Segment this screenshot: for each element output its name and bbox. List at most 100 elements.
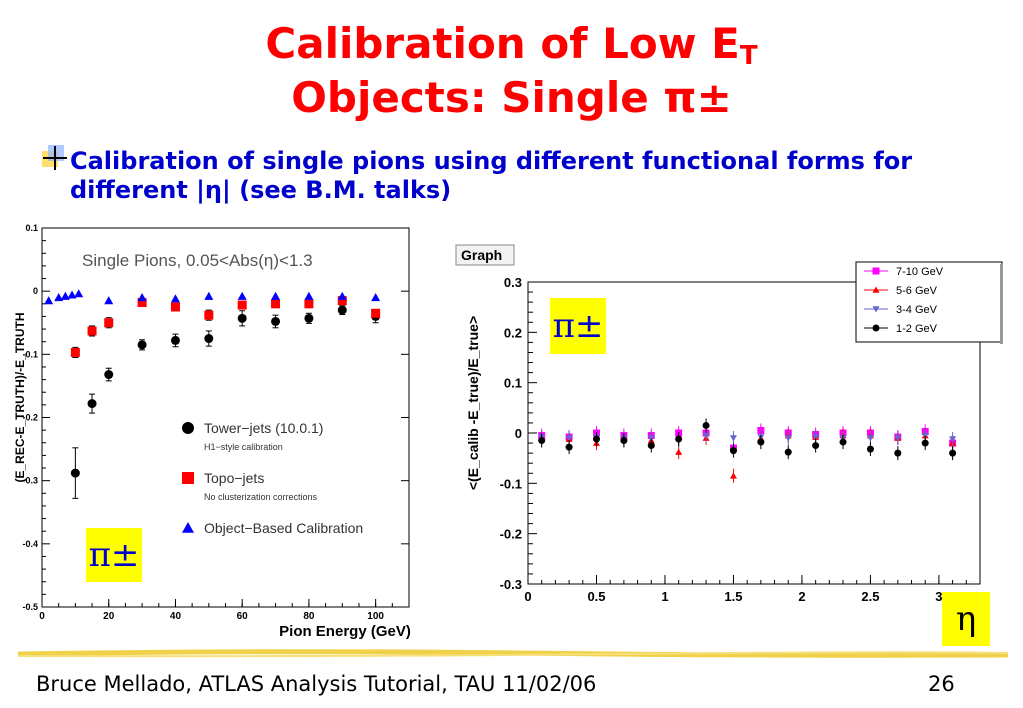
legend-label: 3-4 GeV: [896, 304, 938, 316]
y-tick-label: -0.3: [500, 577, 522, 592]
data-point: [620, 437, 628, 445]
chart-title: Single Pions, 0.05<Abs(η)<1.3: [82, 251, 313, 270]
data-point: [204, 334, 214, 344]
bullet-text: Calibration of single pions using differ…: [70, 147, 913, 204]
title-subscript: T: [739, 41, 758, 71]
x-tick-label: 1: [661, 589, 668, 604]
y-tick-label: -0.1: [500, 476, 522, 491]
data-point: [371, 292, 381, 302]
data-point: [67, 290, 77, 299]
data-point: [866, 445, 874, 453]
chart-left: 0.10-0.1-0.2-0.3-0.4-0.50 20 40 60 80 100Sing…: [13, 223, 411, 640]
data-point: [866, 435, 874, 442]
data-point: [337, 291, 347, 300]
legend-label: Tower−jets (10.0.1): [204, 420, 323, 436]
data-point: [337, 305, 347, 315]
data-point: [921, 432, 929, 440]
legend-label: 7-10 GeV: [896, 266, 944, 278]
data-point: [757, 438, 765, 446]
data-point: [812, 442, 820, 450]
data-point: [729, 472, 737, 479]
legend-marker: [182, 472, 194, 484]
y-axis-label: (E_REC-E_TRUTH)/-E_TRUTH: [13, 312, 27, 482]
data-point: [137, 292, 147, 302]
data-point: [647, 435, 655, 442]
x-tick-label: 2.5: [861, 589, 879, 604]
data-point: [949, 449, 957, 457]
data-point: [921, 439, 929, 447]
data-point: [104, 318, 114, 328]
data-point: [44, 296, 54, 305]
x-tick-label: 80: [303, 611, 315, 622]
data-point: [894, 449, 902, 457]
x-tick-label: 20: [103, 611, 115, 622]
y-tick-label: 0.2: [504, 325, 522, 340]
data-point: [784, 435, 792, 442]
legend-marker: [182, 522, 194, 533]
x-tick-label: 1.5: [724, 589, 742, 604]
data-point: [784, 448, 792, 456]
legend-marker: [872, 267, 880, 275]
data-point: [237, 300, 247, 310]
data-point: [237, 313, 247, 323]
legend-marker: [872, 306, 880, 313]
x-tick-label: 60: [237, 611, 249, 622]
legend-label: Object−Based Calibration: [204, 520, 363, 536]
y-tick-label: 0: [515, 426, 522, 441]
legend-marker: [182, 422, 194, 434]
pi-badge-left: π±: [86, 528, 142, 582]
y-axis-label: <(E_calib -E_true)/E_true>: [465, 316, 481, 490]
data-point: [304, 313, 314, 323]
slide-title-line2: Objects: Single π±: [291, 73, 732, 122]
pi-badge-right: π±: [550, 298, 606, 354]
data-point: [371, 308, 381, 318]
data-point: [812, 434, 820, 441]
x-tick-label: 0: [524, 589, 531, 604]
legend-note: No clusterization corrections: [204, 492, 318, 502]
data-point: [170, 302, 180, 312]
y-tick-label: 0.1: [25, 223, 38, 233]
data-point: [304, 299, 314, 309]
legend-note: H1−style calibration: [204, 442, 283, 452]
data-point: [894, 435, 902, 442]
legend-label: Topo−jets: [204, 470, 264, 486]
data-point: [675, 435, 683, 443]
data-point: [204, 291, 214, 300]
data-point: [70, 347, 80, 357]
data-point: [170, 335, 180, 345]
legend-shadow: [1000, 264, 1003, 344]
legend-marker: [872, 286, 880, 293]
data-point: [137, 340, 147, 350]
data-point: [271, 316, 281, 326]
data-point: [565, 435, 573, 442]
data-point: [702, 421, 710, 429]
data-point: [702, 432, 710, 440]
data-point: [839, 438, 847, 446]
y-tick-label: -0.2: [22, 413, 38, 423]
data-point: [647, 442, 655, 450]
data-point: [729, 435, 737, 442]
data-point: [592, 435, 600, 443]
data-point: [60, 291, 70, 300]
data-point: [74, 289, 84, 298]
data-point: [729, 447, 737, 455]
y-tick-label: 0: [33, 286, 38, 296]
bullet-plus-icon: [42, 145, 67, 170]
data-point: [565, 443, 573, 451]
data-point: [104, 370, 114, 380]
page-number: 26: [928, 672, 955, 696]
y-tick-label: 0.3: [504, 275, 522, 290]
x-axis-label: Pion Energy (GeV): [279, 623, 411, 640]
y-tick-label: -0.1: [22, 349, 38, 359]
data-point: [70, 468, 80, 478]
data-point: [204, 310, 214, 320]
data-point: [87, 326, 97, 336]
legend-marker: [872, 324, 880, 332]
eta-badge: η: [942, 592, 990, 646]
data-point: [337, 296, 347, 306]
data-point: [949, 436, 957, 443]
legend-box: [855, 261, 1003, 343]
x-tick-label: 0.5: [587, 589, 605, 604]
x-tick-label: 40: [170, 611, 182, 622]
